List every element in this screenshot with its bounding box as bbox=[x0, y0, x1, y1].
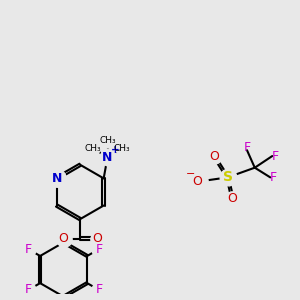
Text: CH₃: CH₃ bbox=[85, 144, 102, 153]
Text: F: F bbox=[25, 243, 32, 256]
Text: F: F bbox=[25, 284, 32, 296]
Text: S: S bbox=[223, 170, 232, 184]
Text: F: F bbox=[243, 141, 250, 154]
Text: O: O bbox=[209, 150, 219, 163]
Text: F: F bbox=[95, 243, 103, 256]
Text: F: F bbox=[95, 284, 103, 296]
Text: O: O bbox=[227, 192, 237, 205]
Text: N: N bbox=[102, 151, 113, 164]
Text: O: O bbox=[59, 232, 69, 245]
Text: CH₃: CH₃ bbox=[99, 136, 116, 145]
Text: +: + bbox=[111, 145, 120, 155]
Text: −: − bbox=[186, 169, 195, 179]
Text: O: O bbox=[93, 232, 103, 245]
Text: F: F bbox=[272, 150, 279, 163]
Text: F: F bbox=[270, 171, 277, 184]
Text: N: N bbox=[51, 172, 62, 185]
Text: O: O bbox=[193, 175, 202, 188]
Text: CH₃: CH₃ bbox=[113, 144, 130, 153]
